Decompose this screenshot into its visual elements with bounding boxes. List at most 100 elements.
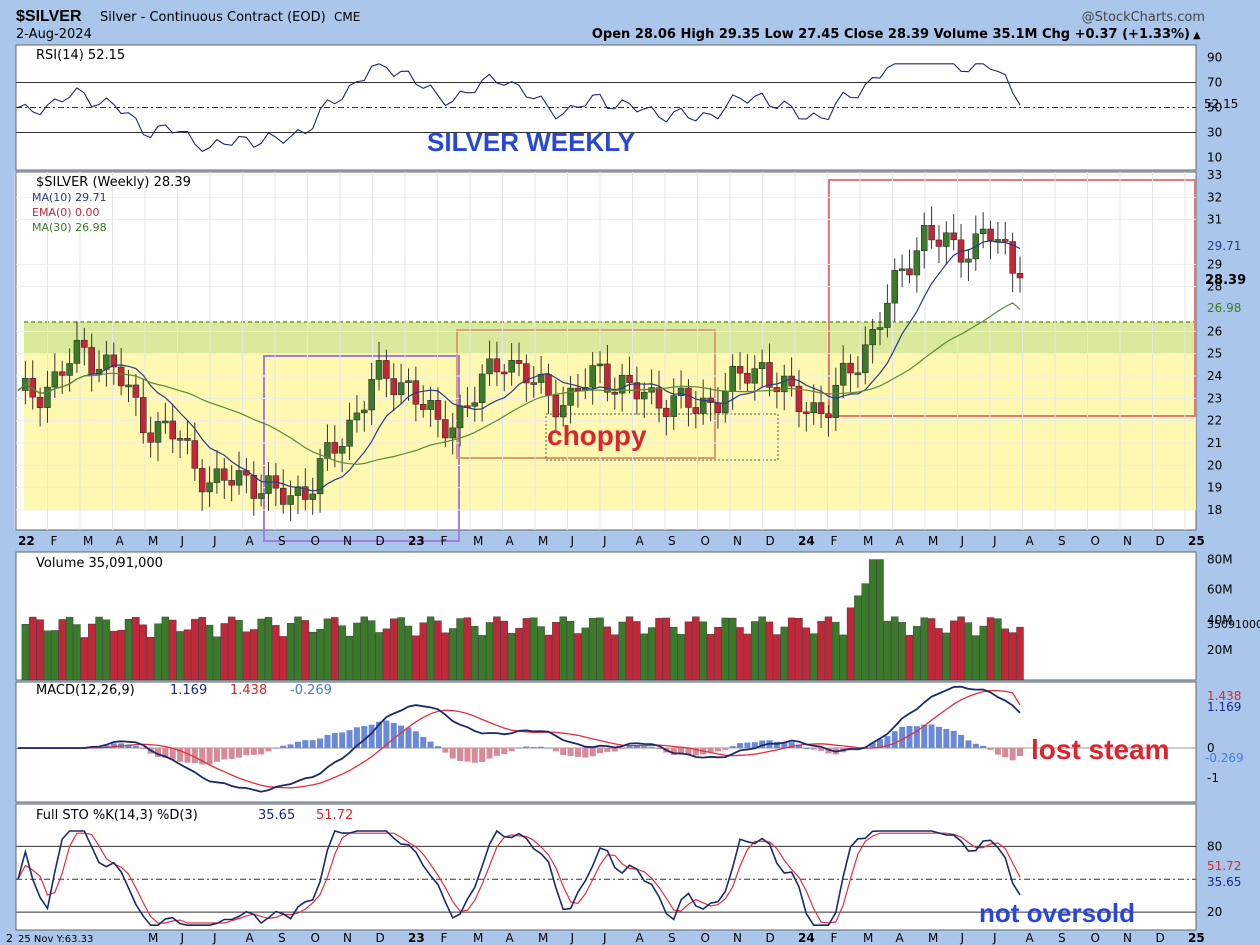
candle-body [699,397,707,414]
silver-weekly-annotation: SILVER WEEKLY [427,127,635,157]
candle-body [397,382,405,396]
volume-bar [183,629,192,681]
macd-histogram-bar [744,742,751,748]
candle-body [655,387,663,409]
rsi-tick-label: 30 [1207,126,1222,140]
candle-body [88,347,95,375]
volume-bar [331,617,339,681]
volume-bar [684,621,693,681]
volume-bar [58,619,66,681]
volume-bar [323,618,332,681]
volume-bar [522,618,531,681]
candle-body [140,397,147,434]
volume-bar [139,624,147,681]
candle-body [618,374,626,394]
macd-histogram-bar [405,727,412,748]
candle-body [869,329,876,346]
price-tick-label: 25 [1207,347,1222,361]
macd-histogram-bar [678,748,685,755]
macd-histogram-bar [258,748,265,755]
chart-marks: 33 32 31 29 28 26 25 24 23 22 21 20 19 18 90 70 50 30 10 80… [15,51,1233,945]
macd-histogram-bar [339,732,346,748]
volume-bar [883,620,892,681]
macd-histogram-bar [729,746,736,748]
x-axis-label: F [51,534,58,548]
candle-body [29,377,36,398]
candle-body [228,480,235,486]
volume-bar [338,625,346,681]
x-axis-bottom-label: J [960,931,965,945]
volume-bar [751,621,759,681]
volume-bar [507,632,516,681]
macd-histogram-bar [493,748,500,756]
exchange: CME [334,10,360,24]
volume-bar [574,633,582,681]
volume-bar [286,623,295,681]
macd-histogram-bar [899,726,906,748]
candle-body [780,375,788,393]
macd-legend-a: MACD(12,26,9) [36,683,135,698]
candle-body [920,225,928,251]
ma10-line [17,240,1021,492]
candle-body [862,344,869,374]
x-axis-bottom-label: S [668,931,676,945]
x-axis-label: 24 [798,534,815,548]
candle-body [898,268,906,272]
macd-histogram-bar [199,748,206,765]
macd-histogram-bar [523,746,530,748]
volume-bar [205,624,214,681]
range-box-orange [456,329,716,459]
candle-body [221,468,228,481]
sto-value-2: 51.72 [316,808,353,823]
x-axis-label: J [602,534,607,548]
macd-histogram-bar [950,730,957,748]
macd-histogram-bar [935,726,942,748]
volume-bar [309,631,317,681]
volume-bar [611,634,619,681]
candle-body [559,405,567,418]
volume-bar [964,622,973,681]
volume-bar [154,623,162,681]
x-axis-label: A [896,534,905,548]
volume-bar [913,626,921,681]
volume-bar [485,622,494,681]
macd-value-3: -0.269 [290,683,332,698]
candle-body [692,407,700,414]
x-axis-label: A [1026,534,1035,548]
sto-tick-label: 80 [1207,839,1222,853]
x-axis-bottom-label: J [570,931,575,945]
macd-histogram-bar [213,748,220,762]
volume-bar [390,618,398,681]
macd-histogram-bar [361,726,368,748]
candle-body [427,400,434,410]
candle-body [523,363,530,384]
candle-body [788,375,795,387]
candle-body [66,363,73,376]
candle-body [854,372,862,376]
candle-body [670,395,677,417]
macd-histogram-bar [648,746,655,748]
volume-bar [920,617,928,681]
x-axis-label: D [766,534,775,548]
x-axis-label: A [506,534,515,548]
candle-body [574,387,582,392]
x-axis-bottom-label: M [928,931,938,945]
candle-body [928,225,935,241]
candle-body [287,495,294,505]
volume-bar [146,636,155,681]
candle-body [213,468,221,483]
volume-bar [758,616,766,681]
x-axis-label: D [1156,534,1165,548]
x-axis-label: 22 [18,534,35,548]
macd-histogram-bar [552,748,559,752]
candle-body [493,358,501,373]
macd-histogram-bar [110,743,117,748]
volume-bar [905,635,914,681]
volume-bar [21,624,30,681]
candle-body [876,327,884,330]
price-tick-label: 18 [1207,503,1222,517]
macd-histogram-bar [958,734,965,748]
volume-bar [891,616,899,681]
sto-k-line [17,829,1021,926]
candle-body [434,400,442,420]
